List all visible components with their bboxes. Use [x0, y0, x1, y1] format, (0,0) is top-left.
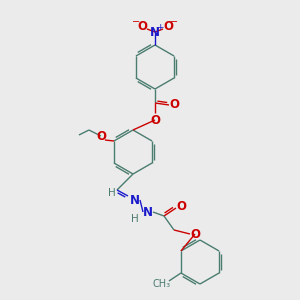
Text: O: O	[137, 20, 147, 34]
Text: N: N	[150, 26, 160, 38]
Text: N: N	[143, 206, 153, 218]
Text: +: +	[156, 23, 164, 32]
Text: O: O	[150, 113, 160, 127]
Text: O: O	[190, 227, 200, 241]
Text: CH₃: CH₃	[153, 279, 171, 289]
Text: O: O	[169, 98, 179, 112]
Text: N: N	[130, 194, 140, 206]
Text: H: H	[108, 188, 116, 198]
Text: O: O	[163, 20, 173, 34]
Text: H: H	[131, 214, 139, 224]
Text: −: −	[132, 17, 140, 27]
Text: O: O	[96, 130, 106, 142]
Text: O: O	[176, 200, 186, 212]
Text: −: −	[170, 17, 178, 27]
